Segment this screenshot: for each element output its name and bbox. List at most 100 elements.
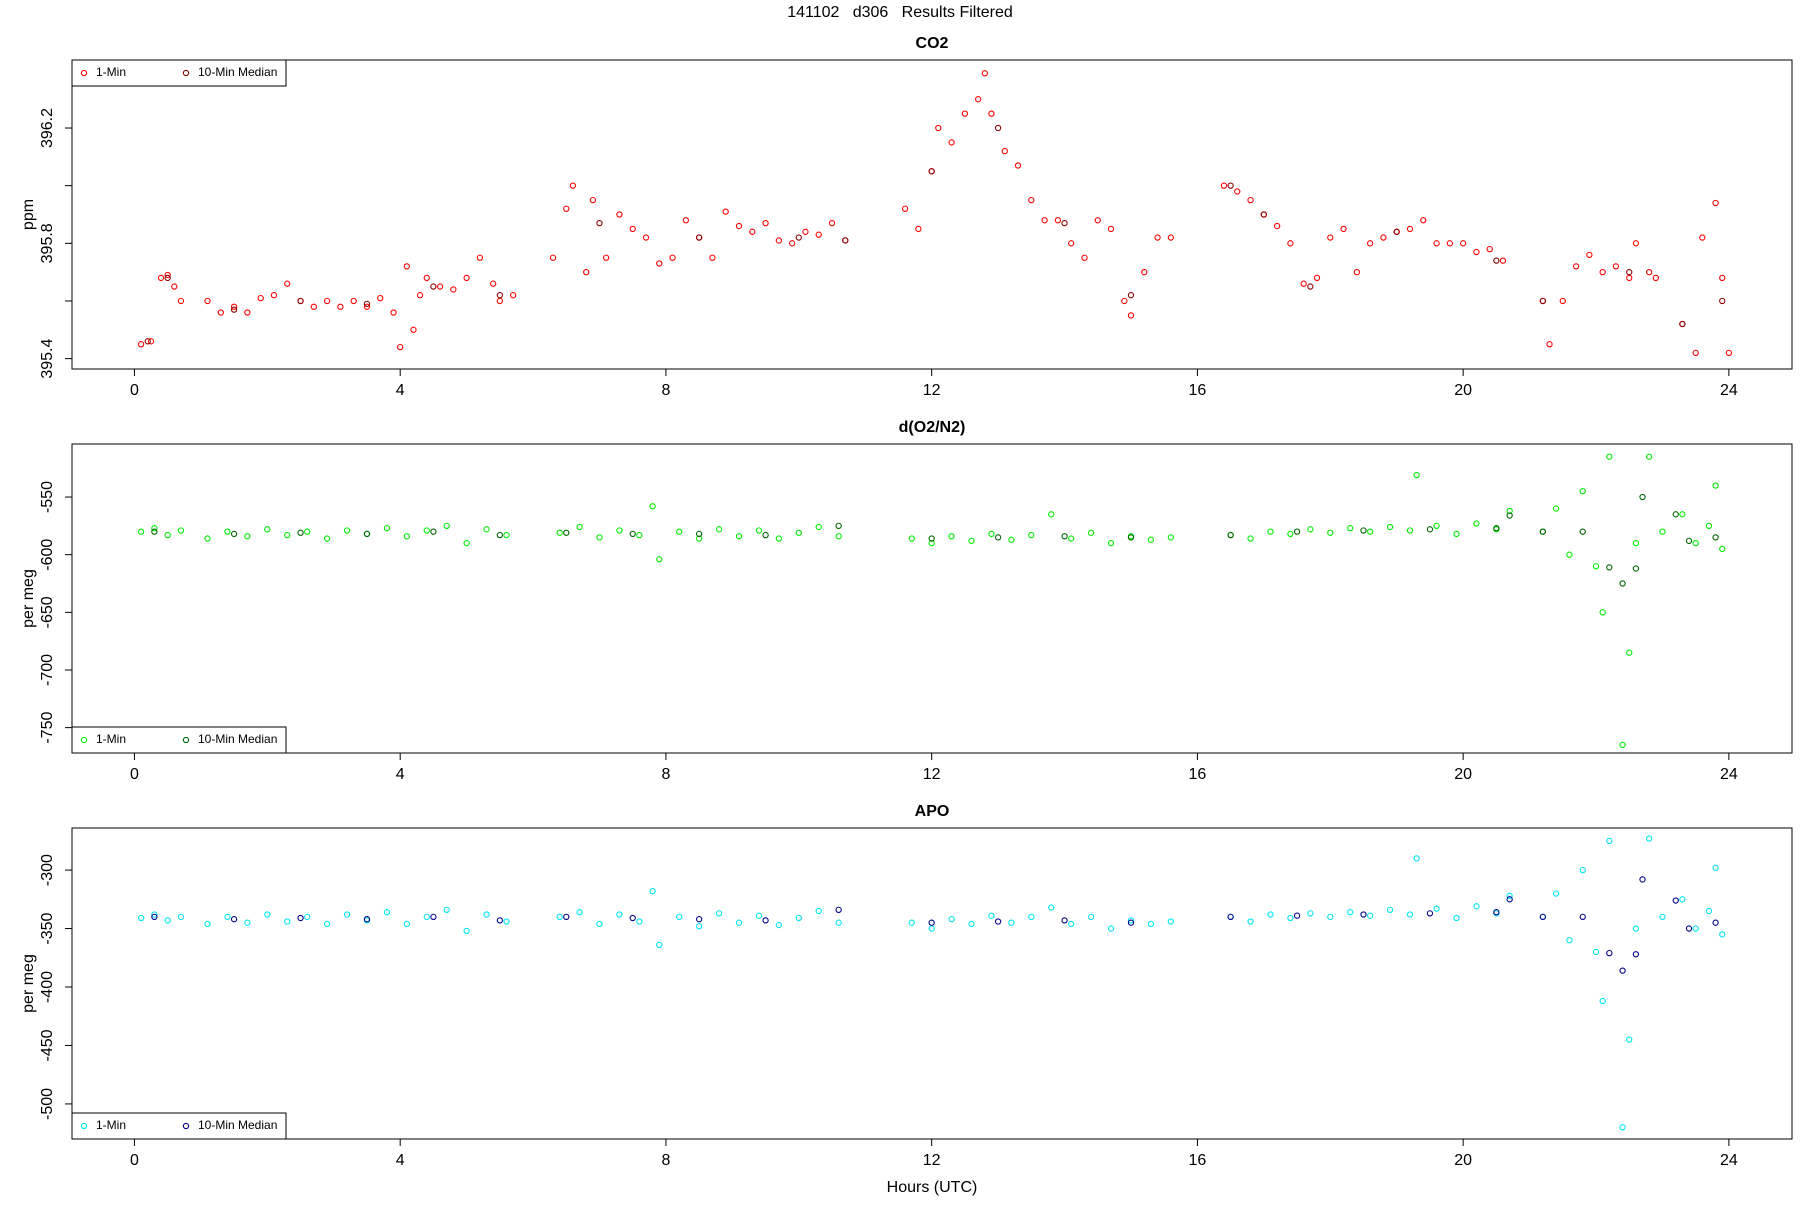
data-point: [1592, 563, 1600, 570]
data-point: [775, 237, 783, 244]
data-point: [975, 96, 982, 103]
x-tick-label: 24: [1720, 766, 1738, 783]
data-point: [1307, 526, 1314, 533]
data-point: [1586, 251, 1593, 259]
panel-title: APO: [915, 803, 950, 820]
data-point: [835, 522, 842, 530]
data-point: [496, 531, 503, 539]
data-point: [403, 533, 410, 540]
data-point: [629, 225, 636, 233]
data-point: [1632, 240, 1640, 247]
x-tick-label: 0: [130, 766, 139, 783]
data-point: [735, 919, 743, 926]
data-point: [1579, 488, 1586, 495]
data-point: [695, 916, 703, 923]
data-point: [1546, 341, 1553, 348]
data-point: [1313, 274, 1321, 282]
x-tick-label: 24: [1720, 1152, 1738, 1169]
y-axis-label: ppm: [20, 199, 37, 230]
data-point: [1679, 896, 1686, 903]
data-point: [961, 110, 969, 117]
data-point: [695, 535, 703, 542]
legend-symbol: [80, 1122, 88, 1130]
data-point: [1300, 280, 1307, 287]
data-point: [636, 918, 643, 925]
x-tick-label: 16: [1189, 1152, 1207, 1169]
data-point: [994, 124, 1002, 132]
data-point: [1626, 1036, 1633, 1043]
data-point: [264, 911, 271, 918]
data-point: [284, 280, 291, 287]
data-point: [1353, 268, 1361, 276]
data-point: [177, 913, 185, 921]
data-point: [589, 196, 596, 204]
data-point: [1579, 866, 1586, 874]
data-point: [1692, 925, 1699, 932]
data-point: [1293, 528, 1301, 535]
data-point: [403, 920, 410, 928]
x-axis-label: Hours (UTC): [887, 1179, 978, 1196]
data-point: [1692, 349, 1699, 357]
x-tick-label: 8: [661, 1152, 670, 1169]
data-point: [1267, 528, 1274, 535]
panel-title: CO2: [916, 35, 949, 52]
data-point: [1048, 904, 1055, 911]
data-point: [1553, 505, 1560, 512]
data-point: [928, 168, 935, 175]
data-point: [556, 913, 563, 921]
data-point: [1433, 522, 1440, 530]
data-point: [230, 916, 238, 923]
data-point: [1293, 912, 1301, 919]
data-point: [1028, 196, 1035, 204]
data-point: [1459, 240, 1467, 247]
data-point: [576, 909, 583, 916]
data-point: [1008, 536, 1015, 543]
x-tick-label: 20: [1454, 766, 1472, 783]
data-point: [323, 297, 331, 305]
data-point: [284, 918, 291, 925]
data-point: [1227, 182, 1234, 189]
data-point: [297, 914, 304, 922]
data-point: [1028, 531, 1035, 539]
data-point: [1679, 320, 1686, 328]
data-point: [1659, 528, 1666, 535]
data-point: [204, 535, 211, 542]
data-point: [423, 527, 430, 534]
data-point: [1167, 234, 1174, 241]
data-point: [1493, 257, 1500, 264]
data-point: [1619, 967, 1626, 974]
data-point: [1327, 234, 1334, 241]
data-point: [1327, 913, 1334, 921]
data-point: [835, 906, 842, 913]
legend-label: 1-Min: [96, 65, 126, 79]
data-point: [695, 923, 703, 930]
data-point: [795, 914, 802, 922]
data-point: [1227, 531, 1234, 539]
data-point: [749, 228, 756, 235]
plot-frame: [71, 443, 1793, 754]
data-point: [1406, 225, 1414, 233]
data-point: [795, 529, 802, 536]
data-point: [1426, 526, 1434, 533]
y-axis-label: per meg: [20, 954, 37, 1013]
data-point: [230, 530, 238, 538]
data-point: [616, 911, 623, 918]
data-point: [1572, 263, 1580, 270]
data-point: [1712, 864, 1719, 871]
data-point: [1413, 471, 1420, 479]
data-point: [1679, 511, 1686, 518]
data-point: [217, 309, 224, 316]
data-point: [1606, 837, 1613, 845]
data-point: [775, 535, 783, 542]
data-point: [1433, 905, 1440, 912]
data-point: [343, 527, 351, 534]
data-point: [1559, 297, 1566, 305]
data-point: [1599, 997, 1606, 1005]
data-point: [1486, 245, 1493, 253]
data-point: [1685, 925, 1693, 932]
data-point: [383, 909, 391, 916]
data-point: [722, 208, 729, 215]
data-point: [695, 530, 703, 538]
data-point: [1506, 896, 1513, 903]
data-point: [310, 303, 317, 310]
